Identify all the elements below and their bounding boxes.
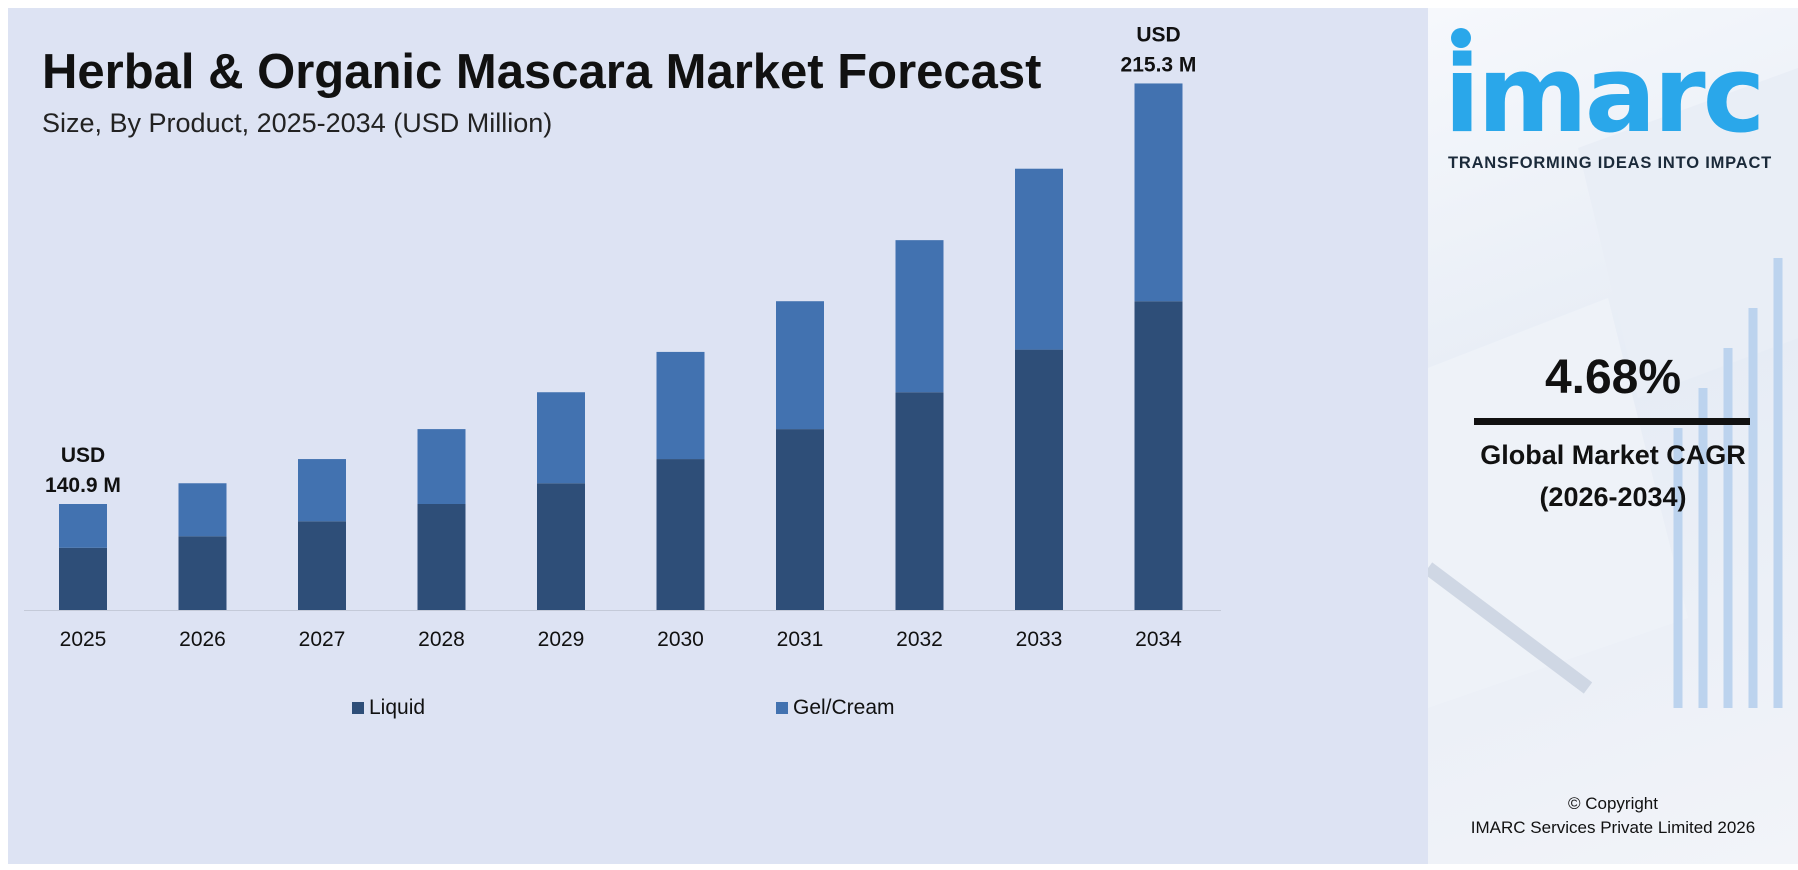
legend-swatch-gel-cream [776,702,788,714]
bar-gel-cream-2030 [656,351,705,460]
value-label-2025: 140.9 M [45,474,121,497]
bar-liquid-2029 [537,483,585,610]
x-tick-label-2033: 2033 [1016,628,1063,651]
legend-label-gel-cream: Gel/Cream [793,696,895,719]
logo-dot-icon [1451,28,1471,48]
brand-panel: imarc TRANSFORMING IDEAS INTO IMPACT 4.6… [1428,8,1798,864]
bar-liquid-2026 [178,536,227,610]
bar-gel-cream-2034 [1134,83,1183,302]
chart-title: Herbal & Organic Mascara Market Forecast [42,45,1042,99]
bar-gel-cream-2031 [776,301,824,430]
x-tick-label-2027: 2027 [299,628,346,651]
bar-liquid-2025 [59,547,107,610]
chart-panel: 2025 2026 2027 2028 2029 2030 2031 2032 2033 2034… [8,8,1428,864]
value-label-2034: 215.3 M [1121,53,1197,76]
bar-liquid-2032 [895,392,944,610]
cagr-period: (2026-2034) [1539,482,1687,512]
bar-gel-cream-2026 [178,483,227,537]
x-tick-label-2034: 2034 [1135,628,1182,651]
cagr-value: 4.68% [1544,351,1682,404]
x-tick-label-2026: 2026 [179,628,226,651]
cagr-divider [1474,418,1750,425]
legend-label-liquid: Liquid [369,696,425,719]
x-tick-label-2030: 2030 [657,628,704,651]
bar-liquid-2027 [298,521,346,610]
bar-liquid-2031 [776,429,824,610]
bar-liquid-2034 [1134,301,1183,610]
imarc-logo: imarc [1444,33,1765,156]
cagr-label: Global Market CAGR [1480,440,1746,470]
copyright-notice: © Copyright [1567,794,1658,813]
bar-gel-cream-2027 [298,459,346,522]
x-tick-label-2029: 2029 [538,628,585,651]
x-tick-label-2031: 2031 [777,628,824,651]
value-label-currency-2025: USD [61,444,105,467]
bar-liquid-2033 [1015,349,1063,610]
chart-subtitle: Size, By Product, 2025-2034 (USD Million… [42,108,553,138]
bar-gel-cream-2025 [59,504,107,548]
bar-gel-cream-2029 [537,392,585,484]
x-tick-label-2025: 2025 [60,628,107,651]
background-decoration [1428,68,1798,708]
value-label-currency-2034: USD [1136,23,1180,46]
copyright-holder: IMARC Services Private Limited 2026 [1470,818,1756,837]
x-tick-label-2032: 2032 [896,628,943,651]
bar-gel-cream-2032 [895,240,944,393]
bar-gel-cream-2033 [1015,168,1063,350]
bar-liquid-2030 [656,459,705,610]
legend-swatch-liquid [352,702,364,714]
bar-chart: 2025 2026 2027 2028 2029 2030 2031 2032 2033 2034… [24,23,1221,719]
logo-tagline: TRANSFORMING IDEAS INTO IMPACT [1448,154,1773,172]
x-tick-label-2028: 2028 [418,628,465,651]
bar-liquid-2028 [417,504,466,610]
bar-gel-cream-2028 [417,429,466,504]
